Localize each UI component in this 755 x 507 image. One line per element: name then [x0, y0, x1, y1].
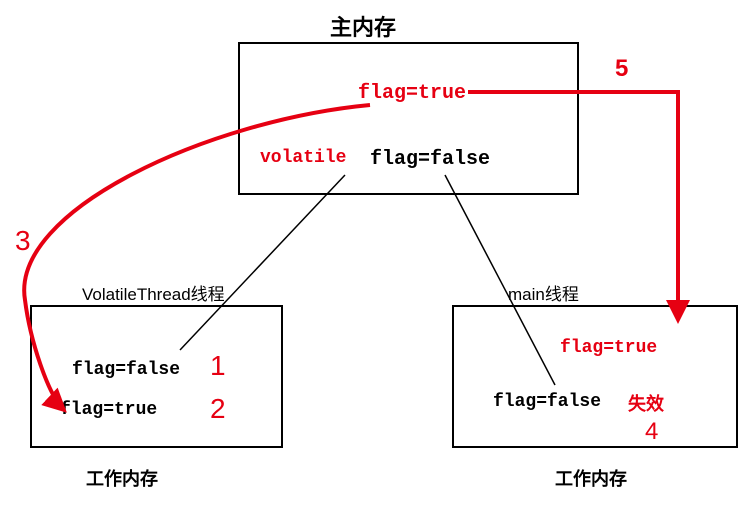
- left-flag-true: flag=true: [60, 400, 157, 420]
- volatile-thread-label: VolatileThread线程: [82, 280, 225, 305]
- main-memory-title: 主内存: [330, 10, 396, 42]
- invalid-label: 失效: [628, 390, 664, 416]
- main-flag-false: flag=false: [370, 148, 490, 171]
- step-3: 3: [15, 225, 31, 257]
- main-flag-true: flag=true: [358, 82, 466, 105]
- step-4: 4: [645, 418, 658, 446]
- right-working-memory-caption: 工作内存: [555, 465, 627, 491]
- step-2: 2: [210, 393, 226, 425]
- volatile-keyword: volatile: [260, 148, 346, 168]
- right-flag-false: flag=false: [493, 392, 601, 412]
- step-5: 5: [615, 55, 628, 83]
- right-flag-true: flag=true: [560, 338, 657, 358]
- right-working-memory-box: [452, 305, 738, 448]
- main-thread-label: main线程: [508, 280, 579, 305]
- main-memory-box: [238, 42, 579, 195]
- step-1: 1: [210, 350, 226, 382]
- left-working-memory-caption: 工作内存: [86, 465, 158, 491]
- left-flag-false: flag=false: [72, 360, 180, 380]
